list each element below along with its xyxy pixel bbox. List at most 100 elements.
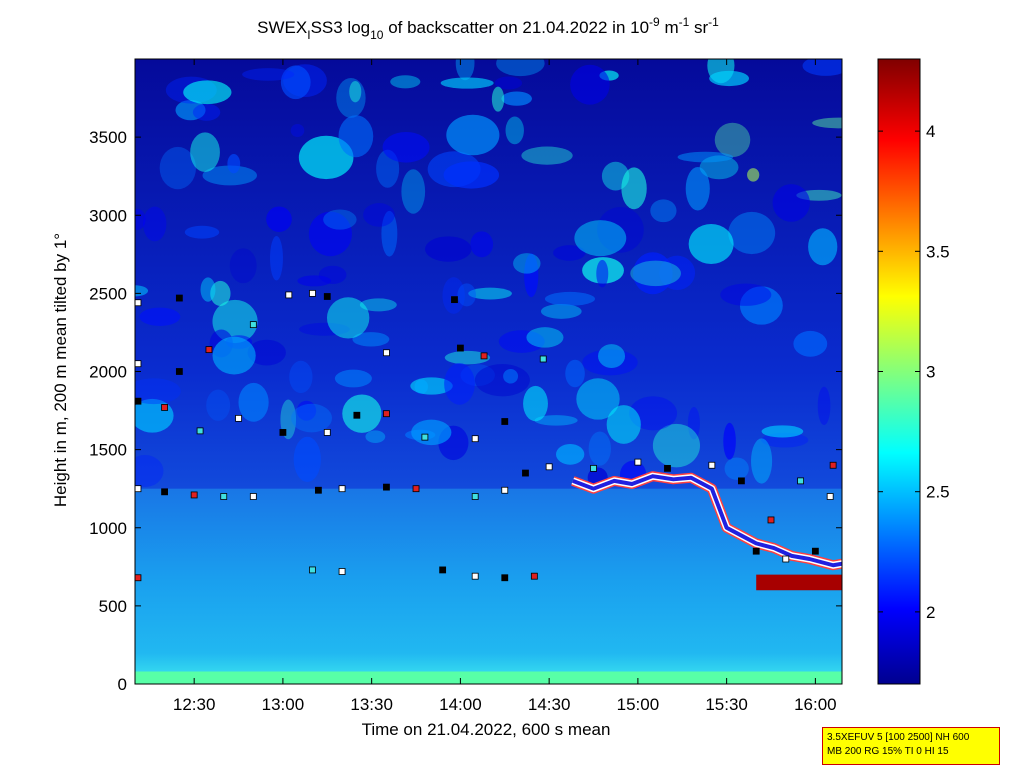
cloud-base-marker: [309, 566, 316, 574]
colorbar-tick-label: 3.5: [926, 242, 950, 261]
cloud-base-marker: [279, 429, 287, 436]
cloud-base-marker: [501, 486, 509, 494]
sky-texture-blob: [289, 360, 313, 394]
cloud-base-marker: [782, 555, 790, 563]
sky-texture-blob: [761, 425, 804, 438]
x-tick-label: 16:00: [794, 695, 837, 714]
x-tick-label: 15:30: [705, 695, 748, 714]
layer-boundary-layer: [135, 488, 842, 672]
sky-texture-blob: [582, 349, 638, 376]
sky-texture-blob: [728, 211, 776, 255]
sky-texture-blob: [444, 362, 475, 405]
layer-low-cloud: [756, 574, 842, 591]
cloud-layer-polyline: [572, 474, 842, 568]
sky-texture-blob: [242, 68, 295, 81]
sky-texture-blob: [411, 419, 452, 446]
cloud-base-marker: [708, 461, 716, 469]
colorbar-tick-label: 3: [926, 363, 935, 382]
sky-texture-blob: [297, 275, 332, 287]
sky-texture-blob: [200, 277, 216, 302]
colorbar: 2 2.5 3 3.5 4: [877, 58, 950, 685]
y-tick-label: 1000: [89, 519, 127, 538]
sky-texture-blob: [498, 330, 545, 353]
cloud-base-marker: [811, 547, 819, 555]
sky-texture-blob: [630, 260, 681, 287]
cloud-base-marker: [634, 458, 642, 466]
y-tick-label: 2500: [89, 284, 127, 303]
cloud-base-marker: [664, 464, 671, 472]
sky-texture-blob: [553, 245, 586, 261]
sky-texture-blob: [793, 330, 828, 357]
sky-texture-blob: [342, 394, 382, 433]
sky-texture-blob: [596, 259, 609, 288]
sky-texture-blob: [139, 307, 181, 326]
sky-texture-blob: [457, 283, 477, 307]
sky-texture-blob: [659, 255, 696, 291]
cloud-layer-line: [571, 471, 842, 571]
cloud-base-marker: [161, 404, 168, 411]
sky-texture-blob: [299, 322, 350, 336]
sky-texture-blob: [202, 165, 257, 186]
sky-texture-blob: [598, 344, 626, 369]
sky-texture-blob: [359, 298, 397, 312]
sky-texture-blob: [446, 114, 500, 156]
cloud-base-marker: [456, 344, 464, 352]
cloud-base-marker: [249, 321, 257, 329]
sky-texture-blob: [688, 223, 734, 265]
cloud-base-marker: [471, 572, 479, 580]
sky-texture-blob: [212, 336, 256, 375]
sky-texture-blob: [540, 303, 582, 319]
sky-texture-blob: [363, 203, 395, 227]
sky-texture-blob: [491, 86, 505, 112]
sky-texture-blob: [570, 64, 610, 105]
sky-texture-blob: [709, 70, 750, 87]
colorbar-tick-label: 4: [926, 122, 935, 141]
sky-texture-blob: [526, 327, 564, 348]
cloud-base-marker: [752, 547, 760, 555]
colorbar-tick-label: 2: [926, 603, 935, 622]
info-line-2: MB 200 RG 15% TI 0 HI 15: [827, 746, 949, 757]
sky-texture-blob: [238, 382, 269, 422]
sky-texture-blob: [227, 154, 241, 174]
sky-texture-blob: [556, 443, 585, 465]
cloud-base-marker: [249, 493, 257, 500]
sky-texture-blob: [629, 396, 678, 431]
cloud-base-marker: [190, 491, 198, 499]
x-tick-label: 13:30: [350, 695, 393, 714]
y-tick-label: 3500: [89, 128, 127, 147]
sky-texture-blob: [494, 76, 523, 90]
sky-texture-blob: [390, 75, 421, 89]
cloud-base-marker: [383, 410, 390, 418]
sky-texture-blob: [496, 59, 545, 77]
cloud-base-marker: [439, 566, 447, 574]
sky-texture-blob: [817, 386, 831, 426]
cloud-base-marker: [323, 293, 331, 300]
sky-texture-blob: [323, 209, 357, 230]
sky-texture-blob: [505, 116, 524, 145]
sky-texture-blob: [523, 385, 548, 422]
sky-texture-blob: [190, 132, 220, 173]
sky-texture-blob: [521, 146, 573, 165]
y-tick-label: 2000: [89, 363, 127, 382]
y-tick-label: 3000: [89, 206, 127, 225]
cloud-base-marker: [383, 349, 390, 357]
sky-texture-blob: [650, 199, 677, 223]
x-tick-label: 14:00: [439, 695, 482, 714]
sky-texture-blob: [687, 406, 700, 440]
sky-texture-blob: [298, 135, 354, 180]
cloud-base-marker: [501, 418, 509, 425]
cloud-base-marker: [471, 493, 479, 500]
x-tick-label: 13:00: [262, 695, 305, 714]
cloud-base-markers: [135, 289, 837, 582]
cloud-base-marker: [135, 574, 142, 582]
cloud-base-marker: [220, 493, 228, 500]
sky-texture-blob: [470, 231, 494, 258]
colorbar-ticks: 2 2.5 3 3.5 4: [878, 122, 950, 622]
cloud-base-marker: [135, 485, 142, 493]
sky-texture-blob: [739, 286, 783, 325]
cloud-base-marker: [451, 296, 458, 304]
sky-texture-blob: [229, 248, 257, 284]
sky-texture-blob: [206, 389, 231, 421]
sky-texture-blob: [266, 206, 292, 232]
